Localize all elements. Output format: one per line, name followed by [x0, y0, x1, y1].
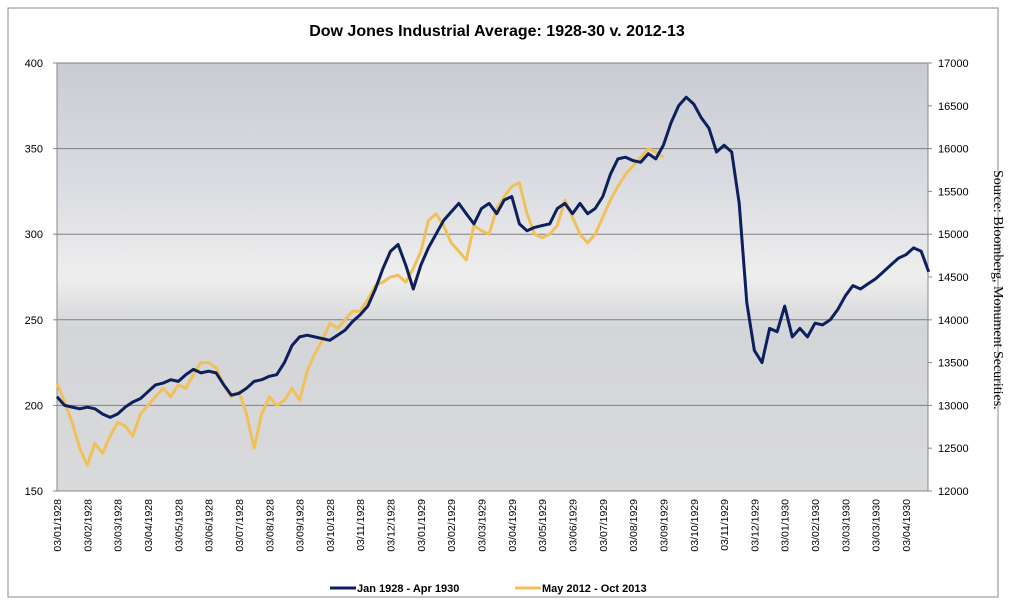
y-tick-label: 350 — [25, 144, 43, 156]
x-tick-label: 03/07/1928 — [234, 499, 246, 552]
y2-tick-label: 12500 — [938, 443, 969, 455]
y-tick-label: 250 — [25, 315, 43, 327]
y2-tick-label: 13000 — [938, 400, 969, 412]
x-tick-label: 03/02/1930 — [810, 499, 822, 552]
x-tick-label: 03/01/1929 — [416, 499, 428, 552]
y2-tick-label: 12000 — [938, 486, 969, 498]
x-tick-label: 03/10/1929 — [689, 499, 701, 552]
y-tick-label: 200 — [25, 400, 43, 412]
x-tick-label: 03/10/1928 — [325, 499, 337, 552]
y2-tick-label: 15000 — [938, 229, 969, 241]
x-tick-label: 03/03/1930 — [871, 499, 883, 552]
x-tick-label: 03/03/1928 — [113, 499, 125, 552]
y2-tick-label: 13500 — [938, 358, 969, 370]
x-tick-label: 03/12/1929 — [749, 499, 761, 552]
y-tick-label: 400 — [25, 58, 43, 70]
x-tick-label: 03/11/1928 — [355, 499, 367, 551]
x-tick-label: 03/07/1929 — [598, 499, 610, 552]
y2-tick-label: 15500 — [938, 186, 969, 198]
y2-tick-label: 16500 — [938, 101, 969, 113]
y2-tick-label: 17000 — [938, 58, 969, 70]
x-tick-label: 03/04/1929 — [507, 499, 519, 552]
x-tick-label: 03/01/1928 — [52, 499, 64, 552]
x-tick-label: 03/06/1929 — [567, 499, 579, 552]
y2-tick-label: 14500 — [938, 272, 969, 284]
y-tick-label: 300 — [25, 229, 43, 241]
x-tick-label: 03/09/1929 — [658, 499, 670, 552]
x-tick-label: 03/08/1929 — [628, 499, 640, 552]
x-tick-label: 03/05/1928 — [173, 499, 185, 552]
x-tick-label: 03/11/1929 — [719, 499, 731, 551]
x-tick-label: 03/03/1930 — [840, 499, 852, 552]
x-tick-label: 03/12/1928 — [386, 499, 398, 552]
plot-background — [57, 63, 928, 491]
x-tick-label: 03/09/1928 — [295, 499, 307, 552]
series-line — [55, 95, 931, 419]
x-tick-label: 03/03/1929 — [477, 499, 489, 552]
x-tick-label: 03/06/1928 — [204, 499, 216, 552]
source-note: Source: Bloomberg, Monument Securities. — [990, 170, 1005, 410]
x-tick-label: 03/02/1928 — [82, 499, 94, 552]
legend-label: Jan 1928 - Apr 1930 — [357, 583, 459, 595]
x-tick-label: 03/01/1930 — [780, 499, 792, 552]
x-tick-label: 03/08/1928 — [264, 499, 276, 552]
x-tick-label: 03/02/1929 — [446, 499, 458, 552]
chart-title: Dow Jones Industrial Average: 1928-30 v.… — [309, 23, 685, 40]
x-tick-label: 03/04/1930 — [901, 499, 913, 552]
y2-tick-label: 14000 — [938, 315, 969, 327]
legend-label: May 2012 - Oct 2013 — [542, 583, 647, 595]
y2-tick-label: 16000 — [938, 144, 969, 156]
x-tick-label: 03/04/1928 — [143, 499, 155, 552]
series-line — [55, 147, 665, 467]
x-tick-label: 03/05/1929 — [537, 499, 549, 552]
y-tick-label: 150 — [25, 486, 43, 498]
